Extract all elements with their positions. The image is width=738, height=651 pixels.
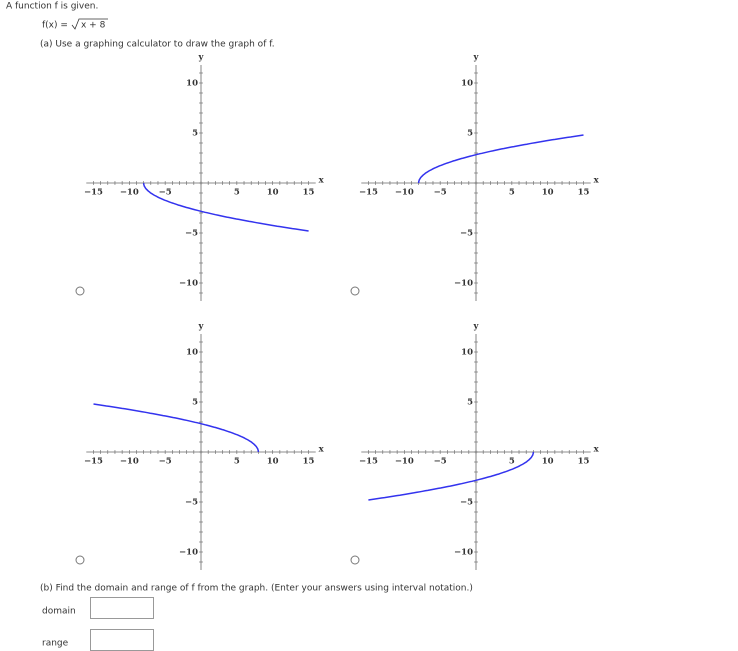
x-tick-label: −10 (120, 457, 139, 467)
domain-label: domain (42, 607, 76, 617)
x-tick-label: −15 (359, 188, 378, 198)
x-tick-label: 10 (267, 457, 279, 467)
x-tick-label: −15 (359, 457, 378, 467)
domain-input[interactable] (90, 597, 154, 619)
radio-button[interactable] (75, 555, 85, 565)
y-axis-label: y (198, 53, 205, 63)
y-tick-label: −10 (454, 548, 473, 558)
function-lhs: f(x) = (42, 21, 68, 31)
y-tick-label: 10 (461, 79, 473, 89)
range-label: range (42, 639, 69, 649)
y-axis-label: y (198, 322, 205, 332)
x-tick-label: 5 (234, 457, 240, 467)
x-tick-label: 5 (509, 188, 515, 198)
x-tick-label: 15 (578, 457, 590, 467)
x-tick-label: 15 (303, 457, 315, 467)
x-axis-label: x (594, 445, 600, 455)
x-tick-label: −15 (84, 188, 103, 198)
y-tick-label: −5 (185, 498, 198, 508)
x-axis-label: x (319, 176, 325, 186)
y-tick-label: 5 (467, 129, 473, 139)
x-tick-label: −5 (434, 457, 447, 467)
x-tick-label: 15 (303, 188, 315, 198)
x-tick-label: −10 (395, 457, 414, 467)
y-tick-label: −10 (454, 279, 473, 289)
x-axis-label: x (594, 176, 600, 186)
radio-button[interactable] (75, 286, 85, 296)
radio-button[interactable] (350, 555, 360, 565)
y-tick-label: 5 (192, 129, 198, 139)
x-tick-label: 10 (542, 457, 554, 467)
x-tick-label: 5 (509, 457, 515, 467)
part-b-prompt: (b) Find the domain and range of f from … (40, 584, 473, 594)
x-tick-label: −5 (159, 457, 172, 467)
range-input[interactable] (90, 629, 154, 651)
y-tick-label: 10 (186, 348, 198, 358)
radio-button[interactable] (350, 286, 360, 296)
y-axis-label: y (473, 53, 480, 63)
function-radicand: x + 8 (81, 21, 106, 31)
x-tick-label: −15 (84, 457, 103, 467)
x-tick-label: 10 (267, 188, 279, 198)
y-tick-label: −10 (179, 548, 198, 558)
radical-sign (71, 18, 108, 30)
y-axis-label: y (473, 322, 480, 332)
x-tick-label: −10 (395, 188, 414, 198)
x-tick-label: −10 (120, 188, 139, 198)
y-tick-label: 10 (461, 348, 473, 358)
y-tick-label: 10 (186, 79, 198, 89)
function-curve (368, 451, 535, 501)
x-tick-label: 10 (542, 188, 554, 198)
y-tick-label: −5 (185, 229, 198, 239)
function-curve (142, 182, 309, 232)
y-tick-label: 5 (467, 398, 473, 408)
x-axis-label: x (319, 445, 325, 455)
y-tick-label: −10 (179, 279, 198, 289)
x-tick-label: 5 (234, 188, 240, 198)
x-tick-label: −5 (159, 188, 172, 198)
x-tick-label: 15 (578, 188, 590, 198)
y-tick-label: −5 (460, 498, 473, 508)
y-tick-label: −5 (460, 229, 473, 239)
function-curve (417, 134, 584, 184)
y-tick-label: 5 (192, 398, 198, 408)
function-curve (93, 403, 260, 453)
intro: A function f is given. (6, 2, 98, 12)
x-tick-label: −5 (434, 188, 447, 198)
part-a-prompt: (a) Use a graphing calculator to draw th… (40, 40, 275, 50)
